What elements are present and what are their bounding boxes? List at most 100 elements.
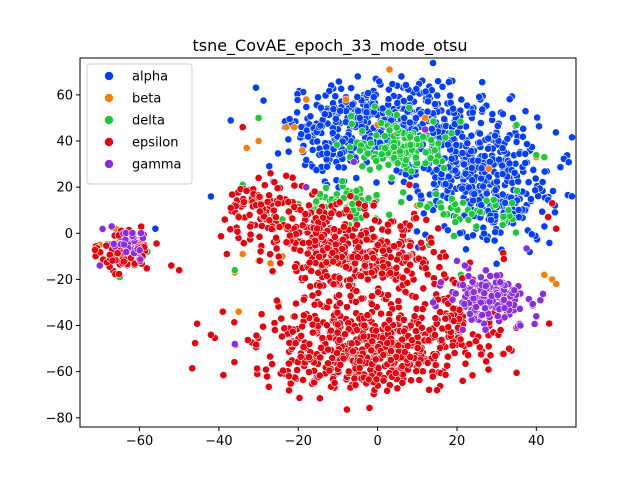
point-epsilon [402,253,411,262]
point-epsilon [307,266,316,275]
point-epsilon [443,361,451,370]
point-alpha [515,213,523,222]
point-epsilon [464,351,472,360]
point-epsilon [544,213,553,221]
point-epsilon [315,281,324,290]
point-alpha [331,92,340,101]
point-delta [419,132,427,141]
point-epsilon [272,296,281,305]
point-alpha [412,85,421,93]
point-alpha [556,163,565,172]
point-epsilon [299,295,308,304]
point-delta [390,143,398,151]
point-epsilon [383,220,392,229]
point-delta [396,147,404,156]
point-delta [451,218,460,226]
point-delta [450,232,458,240]
point-delta [347,120,356,128]
point-alpha [519,132,527,141]
point-epsilon [260,212,268,221]
point-delta [423,203,432,211]
point-alpha [493,177,501,186]
point-delta [459,198,467,207]
point-epsilon [239,198,248,206]
point-epsilon [465,340,474,348]
point-epsilon [441,314,450,323]
point-alpha [458,132,467,141]
point-alpha [460,160,468,169]
point-alpha [468,176,477,185]
point-delta [387,173,396,182]
point-alpha [457,95,466,104]
point-epsilon [329,280,338,289]
point-alpha [378,104,387,113]
y-tick-label: 20 [56,181,73,196]
point-epsilon [357,294,366,303]
point-beta [238,250,247,258]
point-epsilon [336,360,345,369]
point-beta [298,146,307,155]
point-alpha [388,80,397,88]
point-epsilon [322,272,331,280]
point-gamma [136,255,145,264]
point-delta [504,206,513,215]
point-delta [384,160,393,169]
point-epsilon [365,403,374,412]
point-epsilon [293,366,301,374]
point-epsilon [339,354,348,363]
point-epsilon [327,209,336,218]
point-delta [416,200,424,209]
point-alpha [364,89,372,97]
point-alpha [498,170,507,178]
point-delta [392,111,401,119]
point-epsilon [444,323,453,331]
point-epsilon [113,249,122,258]
y-tick-label: −40 [46,319,73,334]
point-alpha [433,91,442,100]
point-alpha [347,84,355,92]
point-delta [472,222,481,231]
point-epsilon [206,330,215,339]
point-epsilon [264,382,273,391]
point-alpha [444,172,453,181]
point-beta [421,114,430,122]
point-epsilon [288,214,297,223]
point-gamma [121,228,130,237]
point-alpha [531,174,540,183]
point-epsilon [218,307,227,316]
point-epsilon [284,207,293,216]
point-epsilon [310,378,319,387]
point-alpha [524,178,533,187]
point-epsilon [335,291,343,300]
point-alpha [477,174,485,183]
point-gamma [429,298,437,307]
point-epsilon [272,213,280,222]
point-epsilon [268,360,276,368]
point-alpha [334,163,343,171]
point-epsilon [317,343,325,352]
point-epsilon [175,266,184,275]
point-delta [406,132,414,141]
point-alpha [478,78,487,87]
point-epsilon [292,299,300,308]
point-alpha [284,135,293,144]
point-alpha [412,227,421,236]
point-alpha [527,230,536,239]
point-alpha [540,222,549,231]
point-alpha [491,228,500,236]
point-epsilon [193,319,201,328]
x-tick-label: −60 [126,434,153,449]
point-epsilon [335,336,344,344]
point-delta [384,108,393,117]
point-alpha [474,156,482,165]
point-epsilon [352,326,361,334]
point-epsilon [325,297,333,306]
point-delta [499,212,508,221]
point-epsilon [471,337,480,346]
point-delta [512,228,520,237]
point-delta [377,150,386,159]
point-epsilon [167,261,176,270]
point-epsilon [391,369,400,377]
point-epsilon [284,372,293,381]
